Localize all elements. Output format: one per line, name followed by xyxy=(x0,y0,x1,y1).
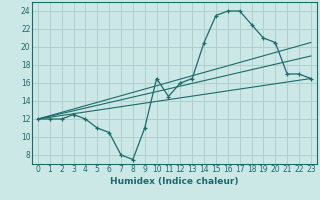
X-axis label: Humidex (Indice chaleur): Humidex (Indice chaleur) xyxy=(110,177,239,186)
